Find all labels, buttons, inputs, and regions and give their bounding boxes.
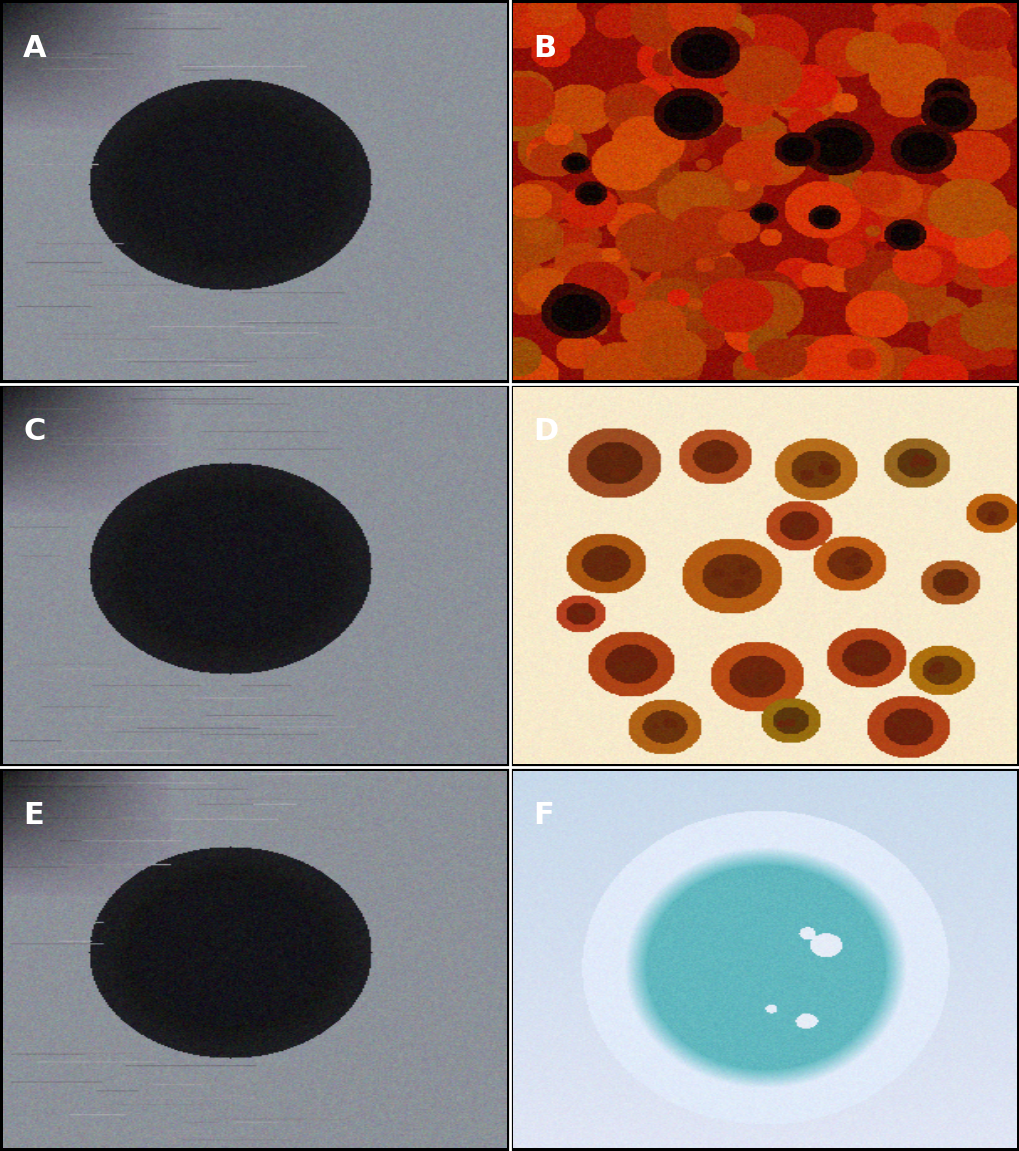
Text: F: F <box>533 801 553 830</box>
Text: E: E <box>23 801 44 830</box>
Text: A: A <box>23 33 47 62</box>
Text: D: D <box>533 418 558 447</box>
Text: C: C <box>23 418 46 447</box>
Text: B: B <box>533 33 555 62</box>
